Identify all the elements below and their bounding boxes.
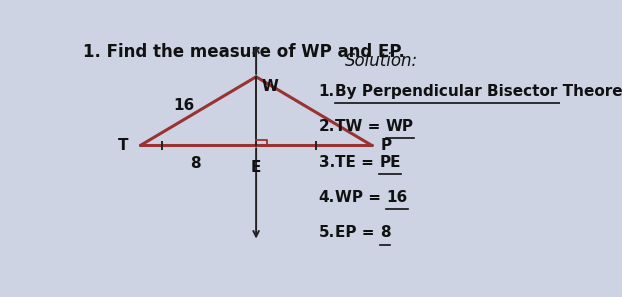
Text: W: W (262, 79, 279, 94)
Text: 8: 8 (380, 225, 391, 241)
Text: TW =: TW = (335, 119, 386, 134)
Text: EP =: EP = (335, 225, 380, 241)
Text: 5.: 5. (319, 225, 335, 241)
Text: Solution:: Solution: (345, 52, 419, 70)
Text: TE =: TE = (335, 154, 379, 170)
Text: 4.: 4. (319, 190, 335, 205)
Text: 16: 16 (386, 190, 407, 205)
Text: WP: WP (386, 119, 414, 134)
Text: T: T (118, 138, 128, 153)
Text: 2.: 2. (319, 119, 335, 134)
Text: 3.: 3. (319, 154, 335, 170)
Text: 16: 16 (173, 98, 195, 113)
Text: E: E (251, 160, 261, 175)
Text: By Perpendicular Bisector Theorem: By Perpendicular Bisector Theorem (335, 84, 622, 99)
Text: P: P (381, 138, 392, 153)
Text: 1. Find the measure of WP and EP.: 1. Find the measure of WP and EP. (83, 42, 404, 61)
Text: 8: 8 (190, 156, 201, 171)
Text: WP =: WP = (335, 190, 386, 205)
Text: 1.: 1. (319, 84, 335, 99)
Text: PE: PE (379, 154, 401, 170)
